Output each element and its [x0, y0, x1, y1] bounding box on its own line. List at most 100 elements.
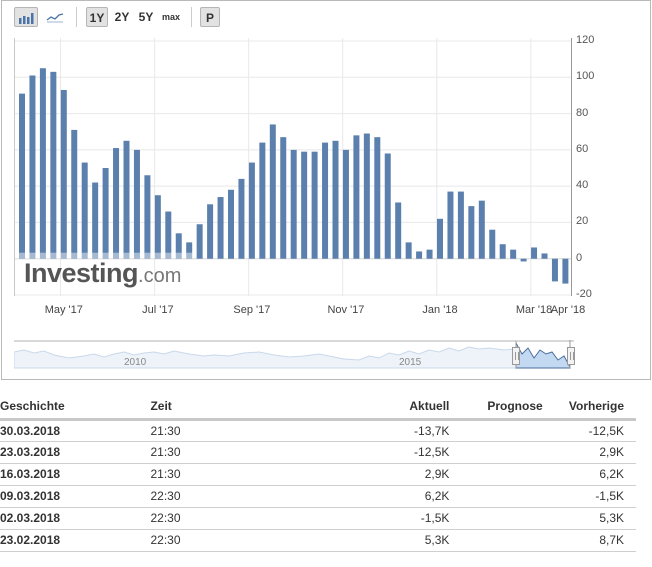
cell-actual: -12,5K: [295, 441, 450, 464]
bar[interactable]: [196, 224, 203, 259]
cell-time: 22:30: [150, 507, 296, 530]
range-max-button[interactable]: max: [161, 12, 180, 22]
history-table: Geschichte Zeit Aktuell Prognose Vorheri…: [0, 395, 636, 552]
header-previous[interactable]: Vorherige: [542, 395, 636, 421]
bar[interactable]: [207, 204, 214, 259]
y-tick-label: -20: [576, 288, 592, 300]
x-tick-label: Mar '18: [515, 304, 553, 316]
cell-time: 21:30: [150, 419, 296, 442]
bar-chart-plot: [14, 38, 572, 298]
bar[interactable]: [123, 140, 130, 259]
bar[interactable]: [437, 218, 443, 259]
bar[interactable]: [154, 195, 161, 259]
bar[interactable]: [374, 137, 381, 259]
y-tick-label: 80: [576, 106, 589, 119]
bar[interactable]: [39, 68, 46, 259]
bar[interactable]: [238, 178, 245, 259]
bar[interactable]: [342, 149, 349, 259]
bar[interactable]: [19, 93, 25, 259]
bar[interactable]: [102, 168, 109, 259]
cell-actual: 2,9K: [295, 463, 450, 486]
bar[interactable]: [259, 142, 266, 259]
cell-previous: 6,2K: [542, 463, 636, 486]
bar[interactable]: [551, 258, 558, 282]
bar[interactable]: [29, 75, 36, 259]
bar[interactable]: [269, 124, 276, 259]
bar[interactable]: [186, 242, 193, 259]
bar[interactable]: [50, 71, 57, 259]
bar[interactable]: [228, 189, 234, 259]
bar[interactable]: [520, 258, 527, 262]
cell-actual: -1,5K: [295, 507, 450, 530]
bar[interactable]: [217, 197, 224, 259]
bar[interactable]: [395, 202, 402, 259]
bar[interactable]: [384, 153, 391, 259]
y-tick-label: 20: [576, 215, 589, 228]
bar[interactable]: [457, 191, 464, 259]
bar[interactable]: [531, 247, 538, 259]
bar[interactable]: [489, 229, 496, 259]
y-tick-label: 60: [576, 142, 589, 155]
range-1y-button[interactable]: 1Y: [86, 7, 108, 27]
navigator-right-handle[interactable]: [567, 347, 575, 365]
header-actual[interactable]: Aktuell: [295, 395, 450, 421]
bar[interactable]: [499, 244, 506, 259]
bar[interactable]: [165, 211, 172, 259]
range-2y-button[interactable]: 2Y: [114, 10, 130, 24]
bar[interactable]: [478, 200, 485, 259]
logo-suffix: .com: [138, 265, 182, 287]
table-row: 02.03.2018 22:30 -1,5K 5,3K: [0, 507, 636, 530]
bar[interactable]: [81, 162, 88, 259]
toolbar-divider: [76, 7, 77, 27]
bar[interactable]: [144, 175, 151, 259]
cell-forecast: [449, 485, 543, 508]
header-time[interactable]: Zeit: [150, 395, 296, 421]
bar[interactable]: [60, 89, 67, 259]
navigator-left-handle[interactable]: [512, 347, 520, 365]
bar[interactable]: [416, 251, 423, 259]
bar[interactable]: [175, 233, 182, 259]
bar[interactable]: [92, 182, 99, 259]
cell-forecast: [449, 507, 543, 530]
bar[interactable]: [510, 249, 517, 259]
table-row: 30.03.2018 21:30 -13,7K -12,5K: [0, 419, 636, 442]
bar[interactable]: [113, 148, 120, 259]
bar[interactable]: [353, 135, 360, 259]
bar[interactable]: [133, 149, 140, 259]
table-row: 16.03.2018 21:30 2,9K 6,2K: [0, 463, 636, 486]
bar[interactable]: [71, 129, 78, 259]
cell-date: 02.03.2018: [0, 507, 151, 530]
bar[interactable]: [311, 151, 318, 259]
p-button[interactable]: P: [200, 7, 220, 27]
bar[interactable]: [447, 191, 454, 259]
cell-previous: -1,5K: [542, 485, 636, 508]
bar[interactable]: [363, 133, 370, 259]
bar[interactable]: [322, 142, 329, 259]
bar[interactable]: [332, 140, 339, 259]
bar[interactable]: [426, 249, 433, 259]
y-tick-label: 0: [576, 251, 583, 264]
header-forecast[interactable]: Prognose: [449, 395, 543, 421]
range-5y-button[interactable]: 5Y: [138, 10, 154, 24]
cell-previous: 2,9K: [542, 441, 636, 464]
x-tick-label: Jul '17: [142, 304, 174, 316]
bar[interactable]: [248, 162, 255, 259]
bar-chart-button[interactable]: [14, 7, 38, 27]
bar[interactable]: [405, 242, 412, 259]
bar[interactable]: [301, 151, 308, 259]
cell-previous: -12,5K: [542, 419, 636, 442]
bar[interactable]: [280, 137, 287, 259]
bar[interactable]: [541, 253, 548, 259]
cell-date: 09.03.2018: [0, 485, 151, 508]
x-tick-label: Sep '17: [233, 304, 271, 316]
range-navigator[interactable]: 2010 2015: [13, 340, 575, 376]
line-chart-button[interactable]: [44, 7, 66, 27]
x-tick-label: Apr '18: [550, 304, 586, 316]
header-date[interactable]: Geschichte: [0, 395, 151, 421]
navigator-sparkline: [13, 340, 574, 369]
bar[interactable]: [562, 258, 569, 284]
bar[interactable]: [290, 149, 297, 259]
bar[interactable]: [468, 206, 475, 259]
table-row: 23.02.2018 22:30 5,3K 8,7K: [0, 529, 636, 552]
cell-date: 23.02.2018: [0, 529, 151, 552]
